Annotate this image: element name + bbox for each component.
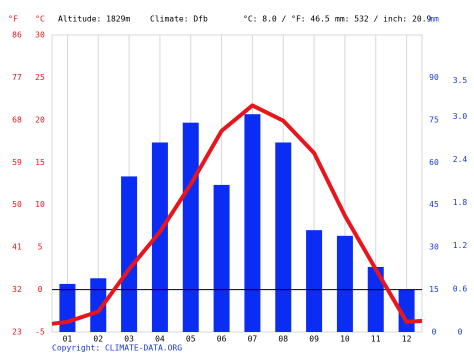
y2-tick-label: 30 [429,243,439,252]
y4-tick-label: 0 [458,328,463,337]
y4-tick-label: 2.4 [453,155,468,164]
x-tick-label: 04 [155,335,165,344]
mm-label: mm [429,15,439,24]
y-tick-label: -5 [35,328,45,337]
y3-tick-label: 23 [12,328,22,337]
y2-tick-label: 15 [429,285,439,294]
x-tick-label: 12 [402,335,412,344]
precip-bar [151,142,168,332]
precip-bar [336,235,353,332]
y4-tick-label: 1.2 [453,241,468,250]
plot-frame [51,34,423,333]
precip-bar [90,278,107,332]
y2-tick-label: 0 [432,328,437,337]
y-tick-label: 0 [38,285,43,294]
x-tick-label: 03 [124,335,134,344]
x-tick-label: 07 [248,335,258,344]
y4-tick-label: 1.8 [453,198,468,207]
x-tick-label: 05 [186,335,196,344]
x-tick-label: 01 [63,335,73,344]
y3-tick-label: 50 [12,200,22,209]
y3-tick-label: 68 [12,115,22,124]
y-tick-label: 10 [35,200,45,209]
y4-tick-label: 3.5 [453,76,468,85]
credit: Copyright: CLIMATE-DATA.ORG [52,344,182,353]
x-tick-label: 02 [93,335,103,344]
altitude: Altitude: 1829m [58,15,130,24]
x-tick-label: 08 [278,335,288,344]
y-tick-label: 5 [38,243,43,252]
y4-tick-label: 0.6 [453,284,468,293]
x-tick-label: 11 [371,335,381,344]
y3-tick-label: 59 [12,158,22,167]
precip-bar [367,266,384,332]
x-tick-label: 10 [340,335,350,344]
y4-tick-label: 3.0 [453,112,468,121]
fahrenheit-label: °F [8,15,18,24]
y2-tick-label: 75 [429,115,439,124]
precip-bar [213,184,230,332]
precip-bar [275,142,292,332]
precip-bar [306,230,323,332]
y2-tick-label: 60 [429,158,439,167]
precip-bar [59,283,76,332]
y-tick-label: 15 [35,158,45,167]
mean-temp: °C: 8.0 / °F: 46.5 [243,15,330,24]
y-tick-label: 25 [35,73,45,82]
y-tick-label: 20 [35,115,45,124]
total-precip: mm: 532 / inch: 20.9 [335,15,432,24]
y2-tick-label: 90 [429,73,439,82]
x-tick-label: 09 [309,335,319,344]
climate: Climate: Dfb [150,15,208,24]
y3-tick-label: 32 [12,285,22,294]
y3-tick-label: 86 [12,31,22,40]
precip-bar [182,122,199,332]
precip-bar [244,114,261,332]
y-tick-label: 30 [35,31,45,40]
celsius-label: °C [35,15,45,24]
precip-bar [121,176,138,332]
y3-tick-label: 77 [12,73,22,82]
y2-tick-label: 45 [429,200,439,209]
temp-line [51,103,423,326]
y3-tick-label: 41 [12,243,22,252]
x-tick-label: 06 [217,335,227,344]
